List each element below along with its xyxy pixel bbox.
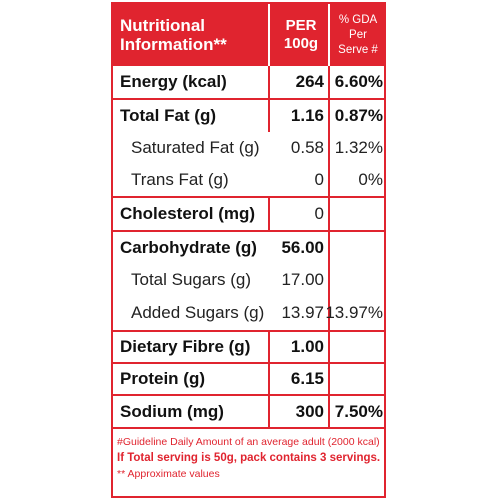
nutrient-gda: 0% — [358, 170, 383, 189]
nutrient-label: Protein (g) — [120, 369, 205, 388]
nutrition-facts-panel: Nutritional Information** PER 100g % GDA… — [111, 2, 386, 498]
nutrient-per-100g: 17.00 — [281, 270, 324, 289]
row-divider — [113, 427, 384, 429]
nutrient-per-100g: 6.15 — [290, 369, 324, 388]
nutrient-label: Sodium (mg) — [120, 401, 224, 421]
nutrient-row-carbohydrate: Carbohydrate (g) 56.00 — [113, 232, 384, 264]
footnote-guideline: #Guideline Daily Amount of an average ad… — [117, 436, 380, 448]
nutrient-gda: 0.87% — [334, 106, 383, 125]
header-column-divider — [328, 4, 330, 67]
header-per-line2: 100g — [283, 35, 319, 52]
nutrient-label: Total Sugars (g) — [131, 270, 251, 289]
row-divider — [113, 98, 384, 100]
nutrient-label: Added Sugars (g) — [131, 303, 265, 322]
nutrient-gda: 6.60% — [334, 72, 383, 91]
nutrient-gda — [331, 264, 383, 296]
nutrient-label: Saturated Fat (g) — [131, 138, 260, 157]
nutrient-row-dietary-fibre: Dietary Fibre (g) 1.00 — [113, 332, 384, 362]
footnotes: #Guideline Daily Amount of an average ad… — [117, 434, 385, 482]
nutrient-label: Trans Fat (g) — [131, 170, 229, 189]
nutrient-per-100g: 56.00 — [281, 238, 324, 257]
row-divider — [113, 196, 384, 198]
nutrient-per-100g: 264 — [295, 72, 324, 91]
header-gda-line2: Serve # — [338, 43, 378, 56]
nutrient-gda: 1.32% — [334, 138, 383, 157]
nutrient-gda: 13.97% — [325, 303, 383, 322]
nutrient-gda — [331, 364, 383, 394]
row-divider — [113, 230, 384, 232]
nutrient-per-100g: 13.97 — [281, 303, 324, 322]
footnote-serving: If Total serving is 50g, pack contains 3… — [117, 452, 381, 464]
table-header: Nutritional Information** PER 100g % GDA… — [113, 4, 384, 66]
nutrient-per-100g: 0.58 — [290, 138, 324, 157]
nutrient-per-100g: 0 — [314, 204, 324, 223]
header-column-divider — [268, 4, 270, 67]
header-title-line1: Nutritional — [120, 16, 205, 35]
nutrient-per-100g: 1.16 — [290, 106, 324, 125]
header-gda: % GDA Per Serve # — [332, 4, 384, 66]
nutrient-gda — [331, 332, 383, 362]
column-divider — [268, 330, 270, 427]
nutrient-row-protein: Protein (g) 6.15 — [113, 364, 384, 394]
row-divider — [113, 394, 384, 396]
nutrient-label: Dietary Fibre (g) — [120, 337, 251, 356]
footnote-approx: ** Approximate values — [117, 468, 220, 480]
nutrient-label: Carbohydrate (g) — [120, 238, 257, 257]
nutrient-row-energy: Energy (kcal) 264 6.60% — [113, 66, 384, 98]
column-divider — [268, 196, 270, 230]
nutrient-row-added-sugars: Added Sugars (g) 13.97 13.97% — [113, 296, 384, 330]
nutrient-gda — [331, 232, 383, 264]
nutrient-gda: 7.50% — [334, 401, 383, 421]
header-title-line2: Information** — [120, 35, 227, 54]
nutrient-gda — [331, 198, 383, 230]
nutrient-row-total-sugars: Total Sugars (g) 17.00 — [113, 264, 384, 296]
row-divider — [113, 330, 384, 332]
header-per-line1: PER — [285, 17, 317, 34]
nutrient-row-trans-fat: Trans Fat (g) 0 0% — [113, 164, 384, 196]
nutrient-label: Total Fat (g) — [120, 106, 216, 125]
nutrient-per-100g: 300 — [295, 401, 324, 421]
nutrient-label: Energy (kcal) — [120, 72, 227, 91]
row-divider — [113, 362, 384, 364]
header-per-100g: PER 100g — [273, 4, 329, 66]
nutrient-label: Cholesterol (mg) — [120, 204, 256, 223]
nutrient-row-cholesterol: Cholesterol (mg) 0 — [113, 198, 384, 230]
nutrient-row-total-fat: Total Fat (g) 1.16 0.87% — [113, 100, 384, 132]
nutrient-per-100g: 1.00 — [290, 337, 324, 356]
header-title: Nutritional Information** — [120, 4, 270, 66]
nutrient-row-saturated-fat: Saturated Fat (g) 0.58 1.32% — [113, 132, 384, 164]
nutrient-per-100g: 0 — [314, 170, 324, 189]
nutrient-row-sodium: Sodium (mg) 300 7.50% — [113, 396, 384, 427]
column-divider — [328, 66, 330, 427]
header-gda-line1: % GDA Per — [338, 13, 378, 41]
